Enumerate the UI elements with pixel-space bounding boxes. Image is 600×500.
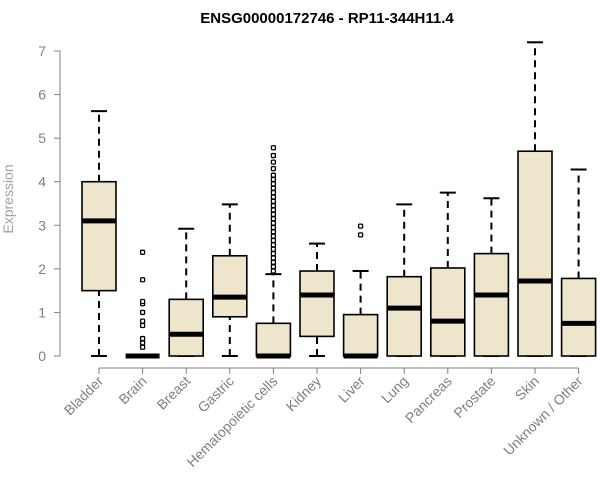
x-tick-label: Breast [153,373,193,413]
outlier-point [270,264,277,270]
outlier-point [357,232,364,238]
outlier-point [270,159,277,165]
box-brain [125,249,160,359]
y-axis-label: Expression [0,164,16,233]
outlier-point [270,211,277,218]
boxes-layer [81,41,597,359]
box-breast [168,227,204,357]
box-iqr [342,313,379,357]
outlier-point [270,220,277,226]
box-kidney [299,242,335,357]
outlier-point [270,185,277,191]
outlier-point [270,250,277,257]
box-prostate [473,197,510,357]
box-iqr [473,252,510,357]
box-pancreas [429,191,466,357]
outlier-point [270,172,277,178]
outlier-point [270,233,277,239]
box-hematopoietic-cells [255,145,292,359]
x-tick-label: Pancreas [402,373,455,426]
outlier-point [270,255,277,261]
outlier-point [270,229,277,235]
box-liver [342,223,379,359]
outlier-point [139,309,146,316]
outlier-point [270,237,277,244]
chart-title: ENSG00000172746 - RP11-344H11.4 [200,10,454,27]
box-iqr [81,180,117,292]
outlier-point [357,223,364,229]
y-tick-label: 7 [38,43,46,59]
box-iqr [517,150,553,357]
outlier-point [270,207,277,213]
outlier-point [270,198,277,204]
outlier-point [270,181,277,187]
y-axis: 0 1 2 3 4 5 6 7 [38,43,61,364]
box-unknown-other [560,168,597,357]
y-tick-label: 2 [38,261,46,277]
box-iqr [168,298,204,357]
outlier-point [270,152,277,159]
outlier-point [270,268,277,274]
x-tick-label: Skin [512,373,543,404]
box-iqr [386,275,423,357]
y-tick-label: 5 [38,130,46,146]
y-tick-label: 6 [38,87,46,103]
outlier-point [270,176,277,183]
outlier-point [139,277,146,283]
outlier-point [270,194,277,200]
outlier-point [270,224,277,231]
outlier-point [270,189,277,196]
outlier-point [270,242,277,248]
box-iqr [429,267,466,357]
outlier-point [139,340,146,346]
box-lung [386,203,423,357]
x-tick-label: Lung [378,373,411,406]
outlier-point [139,249,146,255]
x-tick-label: Unknown / Other [500,373,586,459]
x-tick-label: Kidney [283,373,325,415]
box-gastric [212,203,248,357]
x-tick-label: Brain [115,373,149,407]
y-tick-label: 1 [38,304,46,320]
outlier-point [270,216,277,222]
y-tick-label: 3 [38,217,46,233]
outlier-point [270,165,277,172]
outlier-point [270,246,277,252]
outlier-point [270,203,277,209]
y-tick-label: 4 [38,174,46,190]
x-tick-label: Liver [335,373,368,406]
outlier-point [270,259,277,265]
box-skin [517,41,553,357]
outlier-point [139,344,146,350]
outlier-point [270,145,277,151]
outlier-point [139,318,146,324]
x-tick-label: Gastric [194,373,237,416]
box-iqr [212,254,248,318]
outlier-point [139,298,146,305]
x-tick-label: Prostate [450,373,498,421]
box-iqr [560,277,597,357]
box-iqr [299,270,335,338]
outlier-point [139,322,146,329]
box-bladder [81,110,117,357]
box-iqr [255,322,292,357]
outlier-point [139,335,146,342]
y-tick-label: 0 [38,348,46,364]
x-tick-label: Bladder [61,373,107,419]
